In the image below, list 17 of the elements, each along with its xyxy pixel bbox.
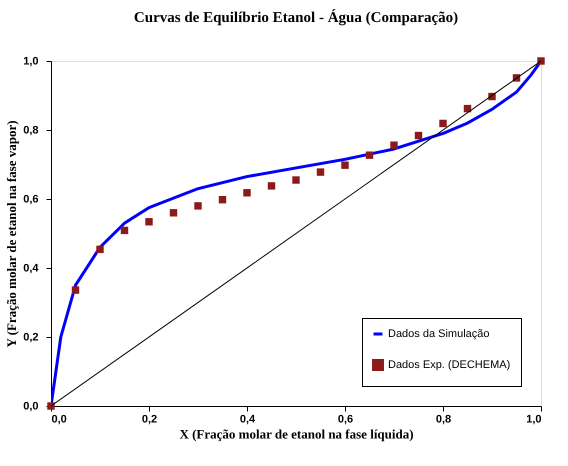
y-tick-label: 0,8 <box>23 124 38 136</box>
x-tick-label: 0,4 <box>240 414 256 426</box>
y-tick-label: 1,0 <box>23 56 38 68</box>
legend-label: Dados Exp. (DECHEMA) <box>388 359 510 371</box>
y-tick-label: 0,6 <box>23 194 38 206</box>
x-tick-label: 0,6 <box>338 414 354 426</box>
x-tick-label: 0,0 <box>52 414 67 426</box>
legend-label: Dados da Simulação <box>388 328 490 340</box>
y-tick-label: 0,4 <box>23 262 40 274</box>
chart-title: Curvas de Equilíbrio Etanol - Água (Comparação) <box>134 9 458 26</box>
y-tick-label: 0,0 <box>23 400 38 412</box>
x-axis-title: X (Fração molar de etanol na fase líquida) <box>179 426 414 442</box>
x-tick-label: 0,8 <box>436 414 452 426</box>
y-tick-label: 0,2 <box>23 332 38 344</box>
y-axis-title: Y (Fração molar de etanol na fase vapor) <box>4 120 20 348</box>
x-tick-label: 0,2 <box>142 414 158 426</box>
x-tick-label: 1,0 <box>526 414 542 426</box>
